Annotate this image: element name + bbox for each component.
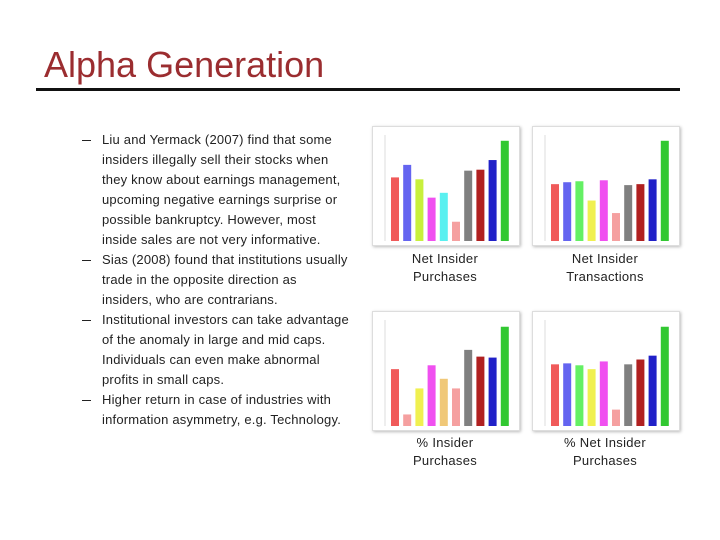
slide-title: Alpha Generation [44, 44, 325, 85]
bar [500, 326, 509, 426]
bar [464, 170, 473, 241]
bullet-text: Higher return in case of industries with… [102, 392, 342, 427]
bar [415, 179, 424, 241]
bar-chart [384, 320, 509, 426]
bullet-dash [82, 400, 91, 401]
bar [636, 184, 645, 241]
bar [464, 349, 473, 426]
bar [452, 221, 460, 241]
bar [391, 369, 399, 426]
bar [587, 369, 596, 426]
chart-frame [372, 311, 520, 431]
chart-caption: Net Insider Transactions [566, 251, 644, 284]
bullet-dash [82, 140, 91, 141]
bar [575, 181, 584, 241]
bar [488, 160, 497, 241]
bar [599, 180, 608, 241]
bar [427, 197, 436, 241]
bar [575, 365, 584, 426]
bar [476, 169, 485, 241]
bar [391, 177, 399, 241]
bar [439, 378, 448, 426]
chart-frame [532, 311, 680, 431]
bar [624, 185, 633, 241]
bar [612, 409, 620, 426]
bar [599, 361, 608, 426]
bar [403, 164, 412, 241]
bar [403, 414, 412, 426]
bar [648, 179, 657, 241]
bar [427, 365, 436, 426]
bar-chart [384, 135, 509, 241]
bar [587, 200, 596, 241]
bar [636, 359, 645, 426]
bar [551, 364, 559, 426]
bar [624, 364, 633, 426]
bar [563, 182, 572, 241]
bullet: Liu and Yermack (2007) find that some in… [80, 130, 350, 250]
bar-chart [544, 135, 669, 241]
chart-caption: Net Insider Purchases [411, 251, 479, 284]
bullet-text: Sias (2008) found that institutions usua… [102, 252, 348, 307]
bar [660, 140, 669, 241]
chart-frame [372, 126, 520, 246]
bar [476, 356, 485, 426]
bar [551, 184, 559, 241]
bar [452, 388, 460, 426]
bar [415, 388, 424, 426]
bullet: Institutional investors can take advanta… [80, 310, 350, 390]
chart-caption: % Insider Purchases [412, 435, 478, 468]
bar [500, 140, 509, 241]
bar-chart [544, 320, 669, 426]
bullet-text: Liu and Yermack (2007) find that some in… [102, 132, 341, 247]
bar [488, 357, 497, 426]
bar [439, 192, 448, 241]
bullet-dash [82, 260, 91, 261]
bullet-dash [82, 320, 91, 321]
title-rule [36, 88, 680, 91]
bar [648, 355, 657, 426]
bar [563, 363, 572, 426]
chart-frame [532, 126, 680, 246]
bullet: Sias (2008) found that institutions usua… [80, 250, 350, 310]
bar [612, 213, 620, 241]
bullet-text: Institutional investors can take advanta… [102, 312, 349, 387]
bullet-list: Liu and Yermack (2007) find that some in… [80, 130, 350, 430]
bullet: Higher return in case of industries with… [80, 390, 350, 430]
chart-caption: % Net Insider Purchases [564, 435, 646, 468]
bar [660, 326, 669, 426]
